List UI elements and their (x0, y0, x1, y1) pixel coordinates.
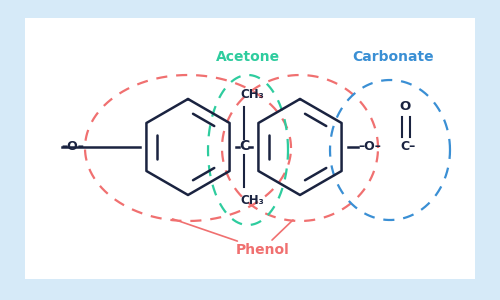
FancyBboxPatch shape (25, 18, 475, 279)
Text: Carbonate: Carbonate (352, 50, 434, 64)
Text: CH₃: CH₃ (240, 88, 264, 100)
Text: –O–: –O– (62, 140, 84, 152)
Text: C: C (239, 139, 249, 153)
Text: CH₃: CH₃ (240, 194, 264, 206)
Text: Acetone: Acetone (216, 50, 280, 64)
Text: –O–: –O– (358, 140, 382, 152)
Text: C–: C– (400, 140, 415, 152)
Text: O: O (400, 100, 410, 113)
Text: Phenol: Phenol (236, 243, 290, 257)
